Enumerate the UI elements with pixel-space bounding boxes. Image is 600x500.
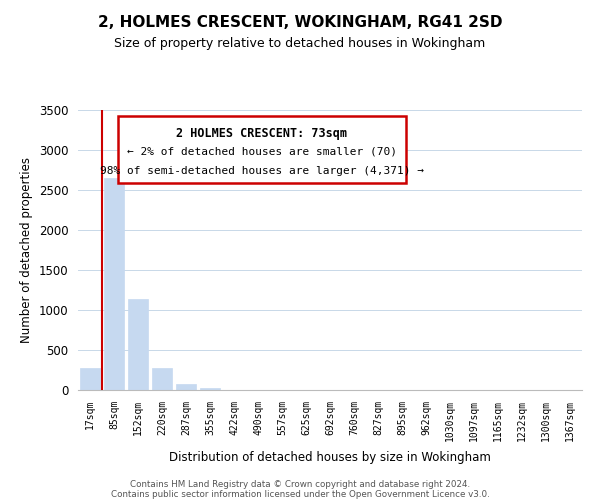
Text: Size of property relative to detached houses in Wokingham: Size of property relative to detached ho… (115, 38, 485, 51)
Y-axis label: Number of detached properties: Number of detached properties (20, 157, 33, 343)
Text: Contains public sector information licensed under the Open Government Licence v3: Contains public sector information licen… (110, 490, 490, 499)
Text: 2 HOLMES CRESCENT: 73sqm: 2 HOLMES CRESCENT: 73sqm (176, 127, 347, 140)
Text: 98% of semi-detached houses are larger (4,371) →: 98% of semi-detached houses are larger (… (100, 166, 424, 176)
Bar (128, 299, 148, 390)
Bar (152, 368, 172, 390)
Text: ← 2% of detached houses are smaller (70): ← 2% of detached houses are smaller (70) (127, 146, 397, 156)
Text: Distribution of detached houses by size in Wokingham: Distribution of detached houses by size … (169, 451, 491, 464)
FancyBboxPatch shape (118, 116, 406, 183)
Bar (176, 384, 196, 390)
Bar (104, 178, 124, 390)
Text: Contains HM Land Registry data © Crown copyright and database right 2024.: Contains HM Land Registry data © Crown c… (130, 480, 470, 489)
Bar (200, 388, 220, 390)
Text: 2, HOLMES CRESCENT, WOKINGHAM, RG41 2SD: 2, HOLMES CRESCENT, WOKINGHAM, RG41 2SD (98, 15, 502, 30)
Bar (80, 368, 100, 390)
